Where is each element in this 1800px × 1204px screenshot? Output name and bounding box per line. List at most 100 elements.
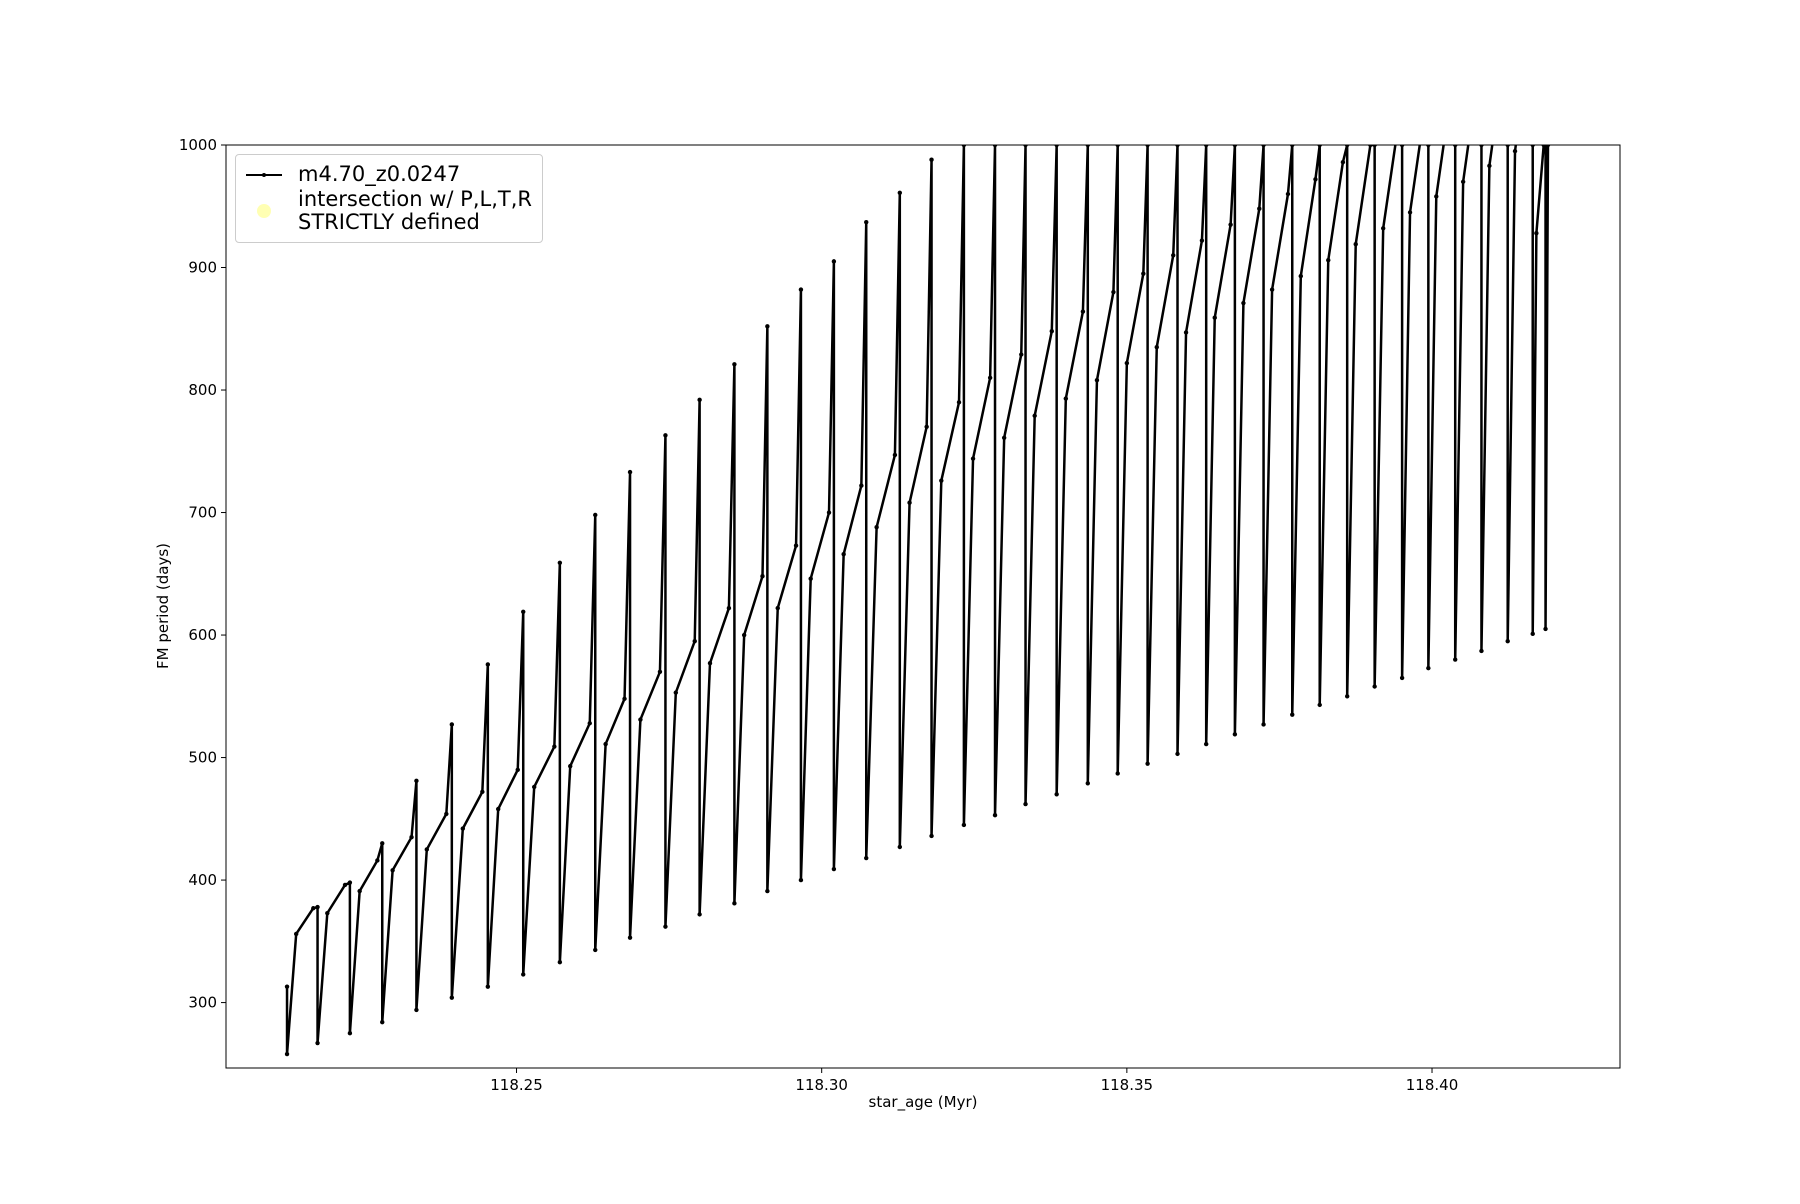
legend-icon — [246, 172, 282, 177]
point-marker — [1212, 315, 1217, 320]
point-marker — [460, 826, 466, 831]
point-marker — [1032, 413, 1037, 418]
point-marker — [1460, 179, 1466, 184]
point-marker — [657, 669, 663, 674]
point-marker — [808, 576, 813, 581]
point-marker — [622, 696, 627, 701]
point-marker — [1241, 300, 1246, 306]
point-marker — [1228, 222, 1233, 227]
point-marker — [1019, 352, 1024, 357]
point-marker — [1434, 194, 1439, 199]
point-marker — [521, 972, 526, 977]
point-marker — [1372, 145, 1377, 148]
point-marker — [1344, 145, 1350, 148]
y-tick-label: 300 — [188, 994, 217, 1012]
point-marker — [1426, 665, 1431, 671]
point-marker — [552, 744, 557, 749]
point-marker — [1326, 257, 1331, 263]
point-marker — [380, 1019, 385, 1025]
point-marker — [673, 690, 679, 695]
point-marker — [859, 483, 864, 488]
point-marker — [1054, 792, 1059, 797]
point-marker — [741, 632, 747, 638]
point-marker — [1380, 226, 1386, 231]
x-tick-label: 118.35 — [1101, 1076, 1154, 1094]
x-tick-label: 118.25 — [490, 1076, 543, 1094]
point-marker — [1530, 145, 1535, 148]
point-marker — [593, 512, 598, 518]
point-marker — [892, 452, 898, 458]
legend: m4.70_z0.0247 intersection w/ P,L,T,R STR… — [235, 154, 543, 243]
point-marker — [1407, 210, 1413, 215]
point-marker — [357, 888, 362, 894]
legend-marker — [257, 204, 271, 218]
point-marker — [775, 605, 780, 611]
point-marker — [1317, 145, 1322, 148]
point-marker — [627, 935, 633, 940]
point-marker — [1453, 657, 1458, 662]
point-marker — [390, 868, 395, 873]
point-marker — [293, 931, 299, 937]
point-marker — [987, 375, 993, 380]
point-marker — [1141, 271, 1146, 276]
point-marker — [1534, 231, 1539, 236]
point-marker — [992, 812, 998, 818]
point-marker — [841, 551, 846, 557]
point-marker — [1115, 771, 1120, 776]
point-marker — [1145, 145, 1150, 148]
point-marker — [760, 574, 765, 579]
point-marker — [1290, 145, 1295, 148]
point-marker — [568, 763, 573, 769]
point-marker — [1023, 801, 1028, 807]
point-marker — [924, 424, 929, 429]
point-marker — [1269, 287, 1275, 292]
point-marker — [826, 510, 832, 515]
legend-marker — [262, 172, 266, 177]
point-marker — [532, 784, 537, 790]
y-tick-label: 800 — [188, 381, 217, 399]
legend-icon — [257, 204, 271, 218]
point-marker — [1080, 309, 1086, 314]
point-marker — [1449, 91, 1453, 95]
point-marker — [707, 661, 713, 666]
point-marker — [1111, 289, 1116, 295]
point-marker — [342, 882, 348, 888]
point-marker — [485, 662, 491, 667]
point-marker — [874, 525, 879, 530]
point-marker — [939, 478, 944, 483]
point-marker — [1479, 648, 1484, 654]
point-marker — [992, 145, 998, 148]
y-axis-label: FM period (days) — [154, 543, 172, 669]
legend-entry: intersection w/ P,L,T,R STRICTLY defined — [244, 188, 532, 234]
y-tick-label: 900 — [188, 259, 217, 277]
point-marker — [1399, 145, 1405, 148]
point-marker — [831, 866, 837, 872]
point-marker — [414, 1007, 419, 1013]
point-marker — [1530, 631, 1535, 637]
point-marker — [961, 822, 967, 828]
point-marker — [1175, 145, 1180, 148]
x-tick-label: 118.40 — [1406, 1076, 1459, 1094]
point-marker — [897, 190, 903, 195]
point-marker — [1049, 329, 1054, 334]
point-marker — [765, 324, 770, 329]
point-marker — [1094, 378, 1100, 383]
point-marker — [1505, 638, 1510, 644]
point-marker — [970, 456, 976, 461]
point-marker — [1476, 74, 1480, 78]
x-tick-label: 118.30 — [795, 1076, 848, 1094]
point-marker — [793, 543, 799, 548]
point-marker — [603, 741, 608, 747]
y-tick-label: 600 — [188, 626, 217, 644]
point-marker — [1545, 145, 1551, 148]
point-marker — [315, 904, 320, 910]
point-marker — [907, 500, 912, 505]
point-marker — [375, 858, 380, 863]
point-marker — [449, 722, 455, 727]
point-marker — [380, 841, 385, 846]
point-marker — [663, 924, 668, 929]
point-marker — [284, 1051, 290, 1057]
point-marker — [315, 1040, 320, 1046]
point-marker — [409, 834, 414, 840]
